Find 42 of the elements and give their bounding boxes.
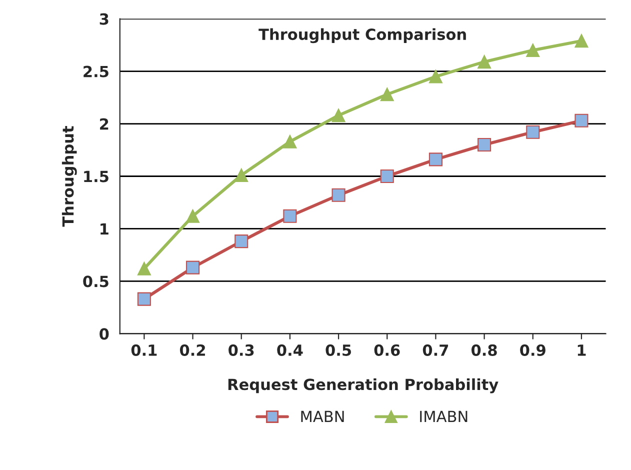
y-tick-label: 0.5 — [83, 276, 108, 288]
x-tick-label: 1 — [578, 344, 586, 356]
point — [574, 114, 588, 128]
legend-label: MABN — [301, 410, 344, 422]
point — [186, 209, 200, 223]
x-tick-label: 0.2 — [180, 344, 205, 356]
point — [283, 209, 297, 223]
x-tick-label: 0.9 — [520, 344, 546, 356]
point — [478, 138, 492, 152]
x-tick-label: 0.6 — [374, 344, 400, 356]
point — [234, 168, 248, 182]
point — [380, 169, 394, 184]
x-tick-label: 0.1 — [131, 344, 157, 356]
y-tick-label: 0 — [100, 328, 109, 340]
point — [478, 55, 492, 69]
x-axis-title: Request Generation Probability — [228, 378, 498, 394]
point — [428, 152, 442, 166]
y-tick-label: 1.5 — [84, 170, 108, 182]
x-tick-label: 0.3 — [228, 344, 254, 356]
x-tick-label: 0.4 — [277, 344, 303, 356]
legend-label: IMABN — [420, 410, 468, 422]
point — [137, 292, 151, 306]
text: Throughput Comparison — [258, 28, 466, 44]
point — [283, 134, 297, 148]
point — [574, 34, 588, 48]
point — [332, 108, 346, 122]
y-tick-label: 2 — [100, 118, 108, 130]
point — [526, 44, 540, 58]
x-tick-label: 0.8 — [471, 344, 497, 356]
y-tick-label: 2.5 — [84, 66, 108, 78]
point — [380, 88, 394, 102]
point — [234, 234, 248, 248]
point — [186, 260, 200, 274]
y-tick-label: 3 — [100, 13, 108, 25]
x-tick-label: 0.5 — [326, 344, 351, 356]
point — [526, 125, 540, 139]
point — [137, 262, 151, 276]
point — [428, 70, 442, 84]
y-tick-label: 1 — [100, 223, 108, 235]
y-axis-title: Throughput — [62, 126, 77, 227]
x-tick-label: 0.7 — [422, 344, 448, 356]
point — [332, 188, 346, 202]
